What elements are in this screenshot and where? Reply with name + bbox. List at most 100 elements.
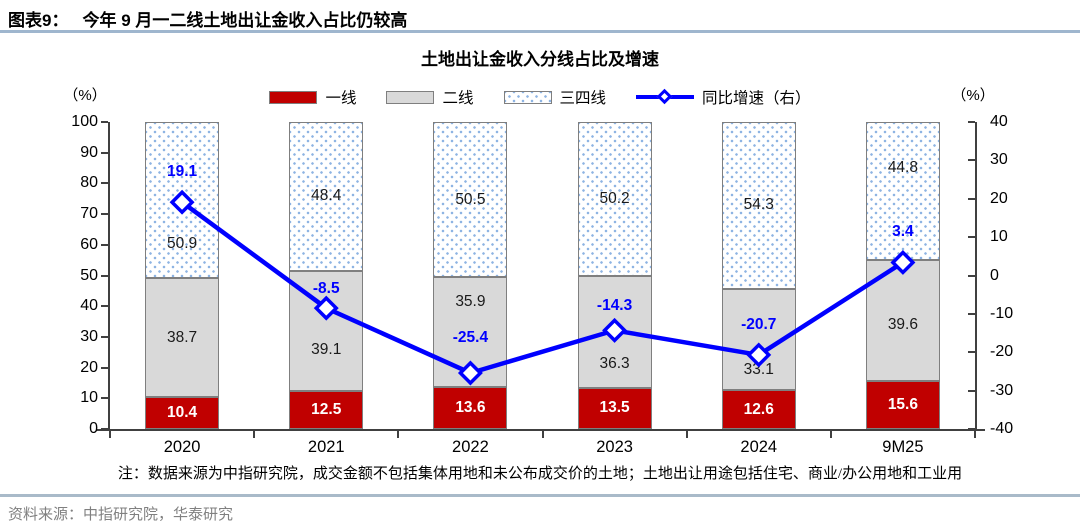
left-axis-tick-label: 50	[80, 266, 98, 284]
left-axis-tick	[101, 428, 108, 430]
left-axis-tick	[101, 397, 108, 400]
left-axis-tick-label: 80	[80, 174, 98, 192]
x-axis-tick	[397, 431, 400, 438]
right-axis-tick-label: 10	[990, 228, 1008, 246]
right-axis-tick	[968, 274, 975, 277]
legend-item-tier1: 一线	[269, 86, 356, 108]
left-axis-tick-label: 20	[80, 358, 98, 376]
right-axis-tick	[968, 197, 975, 200]
figure-number: 图表9：	[8, 11, 69, 30]
right-axis-tick	[968, 351, 975, 354]
x-axis-tick	[829, 431, 832, 438]
legend-label-tier1: 一线	[325, 90, 357, 107]
left-axis-tick	[101, 151, 108, 154]
right-axis-tick	[968, 236, 975, 239]
x-axis-tick	[685, 431, 688, 438]
left-axis-tick	[101, 182, 108, 185]
bar-value-label: 33.1	[743, 360, 774, 378]
bar-value-label: 36.3	[599, 354, 630, 372]
bar-value-label: 44.8	[887, 158, 918, 176]
yoy-value-label: 3.4	[892, 223, 914, 241]
right-axis-tick	[968, 159, 975, 162]
figure-title: 今年 9 月一二线土地出让金收入占比仍较高	[82, 11, 408, 30]
right-axis-tick	[968, 428, 975, 430]
left-axis-tick	[101, 305, 108, 308]
bar-value-label: 10.4	[166, 404, 198, 422]
right-axis-tick-label: 30	[990, 151, 1008, 169]
right-axis-tick	[968, 121, 975, 123]
x-axis-category-label: 2022	[452, 438, 489, 456]
x-axis-tick	[253, 431, 256, 438]
left-axis-unit: （%）	[63, 87, 107, 104]
tier2-swatch-icon	[386, 90, 435, 104]
left-axis-tick-label: 60	[80, 235, 98, 253]
header-divider	[0, 30, 1080, 33]
bar-segment-一线	[865, 381, 940, 429]
bar-value-label: 39.6	[887, 316, 918, 334]
bar-segment-一线	[577, 387, 652, 429]
yoy-value-label: -8.5	[312, 280, 340, 298]
x-axis-category-label: 2021	[307, 438, 345, 456]
bar-value-label: 54.3	[743, 196, 774, 214]
left-axis-tick-label: 90	[80, 143, 98, 161]
legend-item-tier34: 三四线	[503, 86, 607, 108]
bar-value-label: 15.6	[887, 396, 918, 414]
right-axis-unit: （%）	[951, 87, 995, 104]
yoy-value-label: -25.4	[452, 328, 489, 346]
bar-value-label: 50.9	[166, 235, 198, 253]
left-axis-tick-label: 40	[80, 297, 98, 315]
right-axis-tick-label: -30	[990, 381, 1014, 399]
chart-note: 注：数据来源为中指研究院，成交金额不包括集体用地和未公布成交价的土地；土地出让用…	[117, 466, 963, 482]
left-axis-line	[108, 122, 110, 429]
x-axis-category-label: 9M25	[882, 438, 924, 456]
tier34-swatch-icon	[503, 90, 552, 104]
right-axis-tick-label: -40	[990, 420, 1014, 437]
x-axis-category-label: 2024	[740, 438, 778, 456]
left-axis-tick	[101, 213, 108, 216]
bar-segment-一线	[433, 387, 508, 429]
chart-title: 土地出让金收入分线占比及增速	[421, 50, 659, 69]
x-axis-line	[96, 429, 985, 431]
left-axis-tick	[101, 335, 108, 338]
legend-label-tier2: 二线	[442, 90, 474, 107]
x-axis-tick	[109, 431, 111, 438]
right-axis-tick-label: -10	[990, 304, 1014, 322]
bar-segment-一线	[289, 390, 364, 429]
right-axis-tick-label: 0	[990, 266, 999, 284]
bar-segment-三四线	[145, 122, 220, 279]
right-axis-tick	[968, 389, 975, 392]
bar-value-label: 50.2	[599, 190, 630, 208]
legend-item-yoy-growth: 同比增速（右）	[636, 86, 811, 108]
bar-value-label: 12.5	[311, 400, 342, 418]
left-axis-tick-label: 0	[89, 420, 98, 437]
legend-label-tier34: 三四线	[559, 90, 607, 107]
bar-value-label: 38.7	[166, 328, 198, 346]
x-axis-category-label: 2023	[596, 438, 633, 456]
bar-value-label: 39.1	[311, 340, 342, 358]
legend-label-yoy: 同比增速（右）	[702, 90, 811, 107]
left-axis-tick-label: 30	[80, 327, 98, 345]
bar-value-label: 35.9	[455, 293, 486, 311]
chart-legend: 一线 二线 三四线 同比增速（右）	[0, 86, 1080, 108]
right-axis-tick-label: 20	[990, 189, 1008, 207]
left-axis-tick	[101, 121, 108, 123]
source-line: 资料来源：中指研究院，华泰研究	[8, 507, 234, 523]
left-axis-tick	[101, 243, 108, 246]
left-axis-tick-label: 70	[80, 205, 98, 223]
left-axis-tick	[101, 366, 108, 369]
right-axis-line	[975, 122, 977, 429]
left-axis-tick-label: 100	[71, 113, 98, 130]
yoy-value-label: -14.3	[596, 297, 633, 315]
right-axis-tick-label: 40	[990, 113, 1008, 130]
x-axis-tick	[541, 431, 544, 438]
bar-value-label: 13.5	[599, 399, 630, 417]
bar-segment-一线	[721, 390, 796, 429]
legend-item-tier2: 二线	[386, 86, 474, 108]
yoy-value-label: 19.1	[166, 163, 198, 181]
bar-value-label: 50.5	[455, 190, 486, 208]
yoy-value-label: -20.7	[741, 315, 777, 333]
right-axis-tick	[968, 312, 975, 315]
bar-value-label: 12.6	[743, 400, 774, 418]
yoy-line-icon	[636, 88, 695, 106]
